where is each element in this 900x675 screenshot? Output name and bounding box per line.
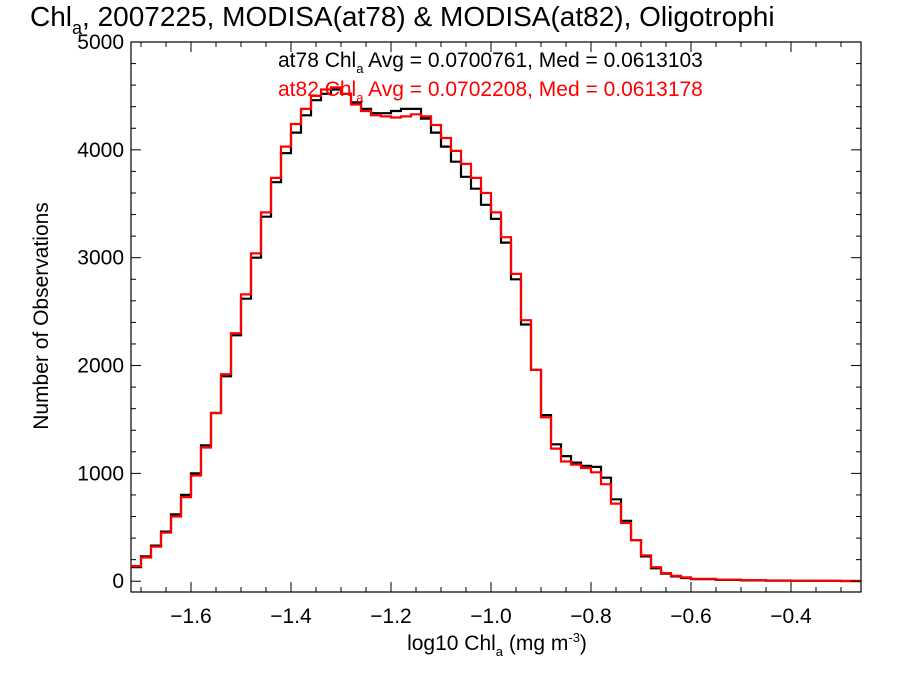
x-axis-label-post: ) (580, 632, 587, 655)
annotation-at82-sub: a (356, 90, 364, 105)
x-tick-label: −0.6 (670, 605, 711, 628)
x-axis-label-mid: (mg m (503, 632, 568, 655)
annotation-at82: at82 Chla Avg = 0.0702208, Med = 0.06131… (278, 78, 703, 105)
series-layer (131, 86, 861, 583)
y-tick-label: 1000 (77, 462, 124, 485)
x-axis-ticks: −1.6 −1.4 −1.2 −1.0 −0.8 −0.6 −0.4 (140, 42, 842, 628)
chart-title-post: , 2007225, MODISA(at78) & MODISA(at82), … (82, 1, 775, 32)
chart-title-pre: Chl (30, 1, 72, 32)
x-tick-label: −1.2 (370, 605, 411, 628)
chart-title-sub: a (72, 18, 83, 38)
series-at78-line (131, 88, 861, 583)
x-axis-label-sup: -3 (568, 630, 580, 645)
annotation-at78-sub: a (356, 61, 364, 76)
x-tick-label: −0.8 (570, 605, 611, 628)
y-tick-label: 5000 (77, 31, 124, 54)
x-axis-label-pre: log10 Chl (407, 632, 496, 655)
x-tick-label: −0.4 (770, 605, 812, 628)
y-axis-label: Number of Observations (30, 202, 53, 430)
plot-frame (130, 41, 862, 593)
annotation-at78-post: Avg = 0.0700761, Med = 0.0613103 (363, 49, 702, 72)
annotation-at78-pre: at78 Chl (278, 49, 356, 72)
x-tick-label: −1.6 (170, 605, 211, 628)
chart-title: Chla, 2007225, MODISA(at78) & MODISA(at8… (30, 1, 775, 38)
x-tick-label: −1.4 (270, 605, 312, 628)
y-tick-label: 3000 (77, 247, 124, 270)
annotation-at82-post: Avg = 0.0702208, Med = 0.0613178 (363, 78, 702, 101)
x-axis-label-sub: a (496, 644, 504, 659)
plot-border (130, 41, 862, 593)
y-tick-label: 2000 (77, 355, 124, 378)
y-tick-label: 0 (112, 570, 124, 593)
x-tick-label: −1.0 (470, 605, 511, 628)
annotation-at78: at78 Chla Avg = 0.0700761, Med = 0.06131… (278, 49, 703, 76)
y-axis-ticks: 0 1000 2000 3000 4000 5000 (77, 31, 861, 593)
y-tick-label: 4000 (77, 139, 124, 162)
series-at82-line (131, 86, 861, 583)
x-axis-label: log10 Chla (mg m-3) (407, 630, 587, 659)
annotation-at82-pre: at82 Chl (278, 78, 356, 101)
